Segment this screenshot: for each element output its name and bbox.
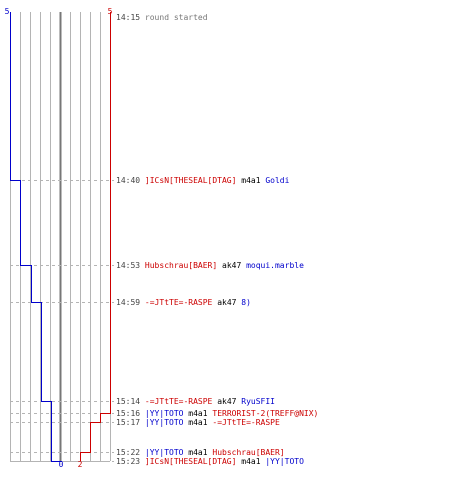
event-row: 15:17 |YY|TOTO m4a1 -=JTtTE=-RASPE	[116, 418, 280, 427]
event-killer: ]ICsN[THESEAL[DTAG]	[145, 176, 237, 185]
event-weapon: ak47	[217, 397, 236, 406]
event-weapon: ak47	[222, 261, 241, 270]
blue-team-alive-line	[10, 12, 62, 462]
event-victim: moqui.marble	[246, 261, 304, 270]
event-victim: RyuSFII	[241, 397, 275, 406]
event-time: 15:22	[116, 448, 140, 457]
event-victim: |YY|TOTO	[265, 457, 304, 466]
event-row: 15:14 -=JTtTE=-RASPE ak47 RyuSFII	[116, 397, 275, 406]
event-time: 15:23	[116, 457, 140, 466]
event-time: 14:59	[116, 298, 140, 307]
event-weapon: m4a1	[188, 409, 207, 418]
event-time: 15:14	[116, 397, 140, 406]
event-round-start: 14:15 round started	[116, 13, 208, 22]
event-time: 15:16	[116, 409, 140, 418]
event-weapon: m4a1	[188, 418, 207, 427]
red-end-count: 2	[78, 460, 83, 469]
event-victim: 8)	[241, 298, 251, 307]
event-row: 14:40 ]ICsN[THESEAL[DTAG] m4a1 Goldi	[116, 176, 290, 185]
event-victim: -=JTtTE=-RASPE	[212, 418, 280, 427]
event-killer: -=JTtTE=-RASPE	[145, 298, 213, 307]
event-killer: |YY|TOTO	[145, 418, 184, 427]
event-weapon: m4a1	[188, 448, 207, 457]
event-row: 14:59 -=JTtTE=-RASPE ak47 8)	[116, 298, 251, 307]
event-time: 14:40	[116, 176, 140, 185]
blue-end-count: 0	[59, 460, 64, 469]
red-start-count: 5	[108, 7, 113, 16]
red-team-alive-line	[80, 12, 111, 461]
event-killer: -=JTtTE=-RASPE	[145, 397, 213, 406]
event-killer: |YY|TOTO	[145, 409, 184, 418]
event-guide-lines	[10, 180, 114, 462]
event-row: 14:53 Hubschrau[BAER] ak47 moqui.marble	[116, 261, 304, 270]
event-killer: ]ICsN[THESEAL[DTAG]	[145, 457, 237, 466]
event-row: 15:23 ]ICsN[THESEAL[DTAG] m4a1 |YY|TOTO	[116, 457, 304, 466]
event-log: 14:15 round started 14:40 ]ICsN[THESEAL[D…	[116, 13, 318, 466]
event-killer: Hubschrau[BAER]	[145, 261, 217, 270]
event-row: 15:22 |YY|TOTO m4a1 Hubschrau[BAER]	[116, 448, 285, 457]
event-time: 14:15	[116, 13, 140, 22]
event-victim: Hubschrau[BAER]	[212, 448, 284, 457]
event-info: round started	[145, 13, 208, 22]
event-row: 15:16 |YY|TOTO m4a1 TERRORIST-2(TREFF@NI…	[116, 409, 318, 418]
event-time: 15:17	[116, 418, 140, 427]
event-weapon: ak47	[217, 298, 236, 307]
event-weapon: m4a1	[241, 176, 260, 185]
event-weapon: m4a1	[241, 457, 260, 466]
event-victim: Goldi	[265, 176, 289, 185]
event-time: 14:53	[116, 261, 140, 270]
event-killer: |YY|TOTO	[145, 448, 184, 457]
grid-lines	[10, 12, 111, 462]
event-victim: TERRORIST-2(TREFF@NIX)	[212, 409, 318, 418]
blue-start-count: 5	[5, 7, 10, 16]
